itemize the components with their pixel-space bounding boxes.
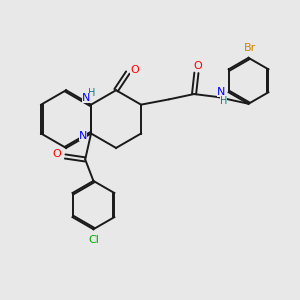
- Text: O: O: [130, 65, 139, 75]
- Text: O: O: [52, 149, 61, 159]
- Text: N: N: [217, 87, 225, 97]
- Text: Cl: Cl: [88, 236, 100, 245]
- Text: O: O: [194, 61, 202, 71]
- Text: N: N: [82, 93, 90, 103]
- Text: Br: Br: [244, 43, 256, 52]
- Text: H: H: [88, 88, 95, 98]
- Text: H: H: [220, 95, 227, 106]
- Text: N: N: [79, 131, 87, 141]
